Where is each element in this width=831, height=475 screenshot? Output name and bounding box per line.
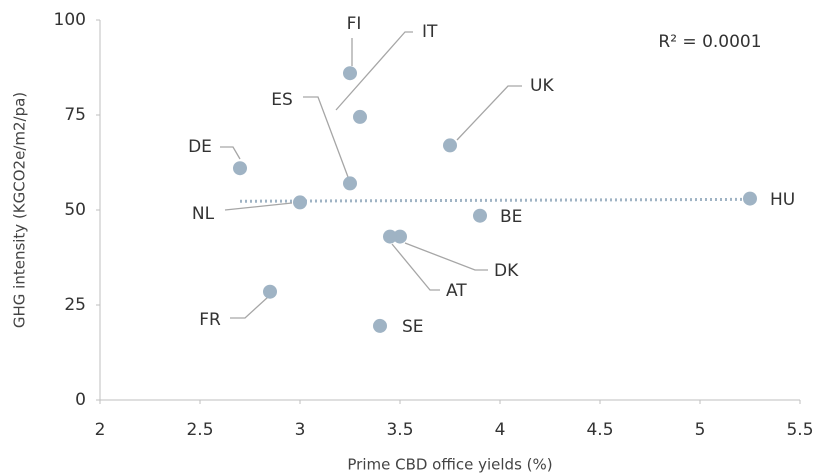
x-tick-label: 5.5 (786, 420, 813, 440)
y-tick-label: 0 (75, 390, 86, 410)
leader-line (456, 85, 522, 141)
point (343, 66, 357, 81)
point-label: DE (188, 137, 212, 157)
x-tick-label: 2 (95, 420, 106, 440)
point (443, 138, 457, 153)
point-label: BE (500, 207, 522, 227)
point (353, 109, 367, 124)
point-label: AT (446, 281, 467, 301)
x-tick-label: 5 (695, 420, 706, 440)
leader-line (335, 31, 413, 111)
point-label: SE (402, 317, 424, 337)
point-label: UK (530, 76, 554, 96)
y-axis-title: GHG intensity (KGCO2e/m2/pa) (11, 92, 29, 328)
leader-line (391, 243, 440, 291)
leader-line (404, 242, 488, 271)
point-label: NL (192, 204, 215, 224)
x-tick-label: 4.5 (586, 420, 613, 440)
y-tick-label: 100 (54, 10, 86, 30)
r-squared: R² = 0.0001 (658, 32, 761, 52)
y-tick-label: 25 (64, 295, 86, 315)
leader-line (230, 296, 269, 319)
point-label: HU (770, 190, 795, 210)
leader-line (303, 96, 349, 178)
point-label: DK (494, 261, 519, 281)
point-label: FR (199, 310, 221, 330)
point (293, 195, 307, 210)
point (383, 229, 397, 244)
x-tick-label: 2.5 (186, 420, 213, 440)
point (373, 318, 387, 333)
point (343, 176, 357, 191)
leader-line (224, 202, 293, 211)
x-tick-label: 3 (295, 420, 306, 440)
point (473, 208, 487, 223)
x-axis-title: Prime CBD office yields (%) (347, 456, 552, 474)
point (233, 161, 247, 176)
point-label: IT (422, 22, 438, 42)
leader-line (220, 146, 241, 160)
x-tick-label: 3.5 (386, 420, 413, 440)
x-tick-label: 4 (495, 420, 506, 440)
point-label: ES (271, 90, 293, 110)
y-tick-label: 50 (64, 200, 86, 220)
point (393, 229, 407, 244)
point (263, 284, 277, 299)
point (743, 191, 757, 206)
y-tick-label: 75 (64, 105, 86, 125)
point-label: FI (347, 14, 362, 34)
trendline (239, 197, 751, 203)
